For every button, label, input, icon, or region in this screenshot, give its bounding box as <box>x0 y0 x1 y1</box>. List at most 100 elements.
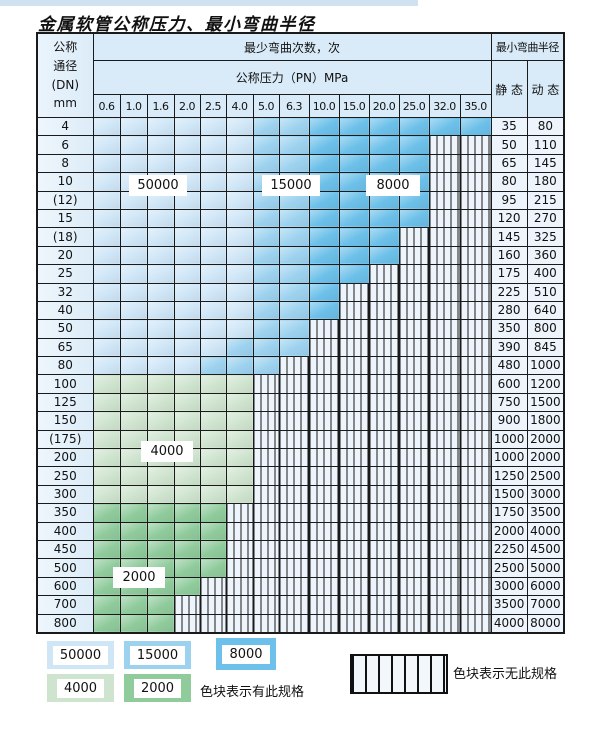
spec-cell <box>199 448 227 468</box>
no-spec-cell <box>428 484 461 505</box>
no-spec-cell <box>338 576 370 597</box>
spec-cell <box>119 411 148 431</box>
spec-cell <box>199 264 227 284</box>
cycles-label-50000: 50000 <box>129 175 187 196</box>
spec-cell <box>225 411 254 431</box>
dn-cell: 250 <box>36 466 94 486</box>
spec-cell <box>173 319 201 339</box>
no-spec-cell <box>199 576 227 597</box>
no-spec-cell <box>225 576 254 597</box>
spec-cell <box>146 153 175 174</box>
static-radius-cell: 175 <box>490 264 528 284</box>
dn-cell: 350 <box>36 503 94 523</box>
pressure-column-header: 2.5 <box>199 94 227 118</box>
no-spec-cell <box>338 558 370 578</box>
static-radius-cell: 35 <box>490 116 528 137</box>
spec-cell <box>173 227 201 247</box>
nominal-pressure-header: 公称压力（PN）MPa <box>92 60 492 95</box>
spec-cell <box>252 245 280 266</box>
no-spec-cell <box>338 521 370 541</box>
table-row: 350 1750 3500 <box>36 503 565 523</box>
spec-cell <box>225 466 254 486</box>
dn-cell: 15 <box>36 208 94 229</box>
no-spec-cell <box>398 448 430 468</box>
min-bend-radius-header: 最小弯曲半径 <box>490 32 565 61</box>
table-row: 500 2500 5000 <box>36 558 565 578</box>
no-spec-cell <box>368 374 400 394</box>
no-spec-cell <box>368 595 400 615</box>
no-spec-cell <box>338 392 370 413</box>
no-spec-cell <box>459 392 492 413</box>
spec-cell <box>225 116 254 137</box>
no-spec-cell <box>278 595 310 615</box>
static-radius-cell: 600 <box>490 374 528 394</box>
dynamic-radius-cell: 2500 <box>526 466 565 486</box>
no-spec-cell <box>338 595 370 615</box>
spec-cell <box>146 264 175 284</box>
spec-cell <box>92 172 121 192</box>
spec-cell <box>173 539 201 560</box>
pressure-column-header: 0.6 <box>92 94 121 118</box>
dn-cell: 32 <box>36 282 94 302</box>
spec-cell <box>225 319 254 339</box>
table-row: 25 175 400 <box>36 264 565 284</box>
dynamic-radius-cell: 3500 <box>526 503 565 523</box>
no-spec-cell <box>338 466 370 486</box>
no-spec-cell <box>428 356 461 376</box>
spec-cell <box>278 319 310 339</box>
spec-cell <box>199 356 227 376</box>
dynamic-radius-cell: 5000 <box>526 558 565 578</box>
spec-cell <box>92 300 121 321</box>
pressure-column-header: 15.0 <box>338 94 370 118</box>
static-radius-cell: 4000 <box>490 613 528 634</box>
spec-cell <box>225 190 254 210</box>
no-spec-cell <box>398 466 430 486</box>
pressure-column-header: 6.3 <box>278 94 310 118</box>
spec-cell <box>92 208 121 229</box>
no-spec-cell <box>459 356 492 376</box>
no-spec-cell <box>459 172 492 192</box>
dynamic-radius-cell: 180 <box>526 172 565 192</box>
static-radius-cell: 145 <box>490 227 528 247</box>
spec-cell <box>146 135 175 155</box>
no-spec-cell <box>338 411 370 431</box>
cycles-label-4000: 4000 <box>141 441 193 462</box>
spec-cell <box>146 282 175 302</box>
spec-cell <box>308 116 340 137</box>
no-spec-cell <box>368 521 400 541</box>
no-spec-cell <box>459 448 492 468</box>
spec-cell <box>252 264 280 284</box>
spec-cell <box>278 227 310 247</box>
spec-cell <box>199 172 227 192</box>
dn-header-line2: 通径 <box>53 58 78 73</box>
spec-cell <box>199 374 227 394</box>
table-row: 4 35 80 <box>36 116 565 137</box>
dynamic-radius-cell: 2000 <box>526 448 565 468</box>
no-spec-cell <box>368 392 400 413</box>
spec-cell <box>252 337 280 358</box>
no-spec-cell <box>398 411 430 431</box>
no-spec-cell <box>308 337 340 358</box>
dynamic-radius-cell: 1200 <box>526 374 565 394</box>
dn-cell: 200 <box>36 448 94 468</box>
no-spec-cell <box>225 539 254 560</box>
spec-cell <box>252 135 280 155</box>
spec-cell <box>173 135 201 155</box>
spec-cell <box>199 245 227 266</box>
dynamic-radius-cell: 4000 <box>526 521 565 541</box>
spec-cell <box>146 613 175 634</box>
dn-cell: 100 <box>36 374 94 394</box>
spec-cell <box>92 282 121 302</box>
spec-cell <box>119 374 148 394</box>
dynamic-column-header: 动 态 <box>526 60 565 118</box>
no-spec-cell <box>338 503 370 523</box>
no-spec-cell <box>459 539 492 560</box>
no-spec-cell <box>428 521 461 541</box>
spec-cell <box>199 319 227 339</box>
spec-cell <box>199 135 227 155</box>
no-spec-cell <box>428 392 461 413</box>
static-radius-cell: 390 <box>490 337 528 358</box>
no-spec-cell <box>252 613 280 634</box>
spec-cell <box>278 153 310 174</box>
table-row: 800 4000 8000 <box>36 613 565 634</box>
